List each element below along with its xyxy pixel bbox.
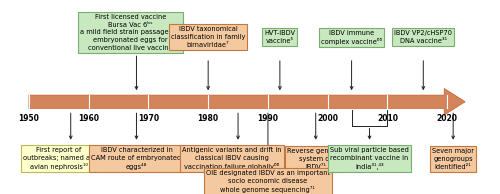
Text: Reverse genetics
system of
IBDV⁷¹: Reverse genetics system of IBDV⁷¹: [287, 148, 344, 170]
Text: Antigenic variants and drift in
classical IBDV causing
vaccination failure globa: Antigenic variants and drift in classica…: [182, 147, 282, 170]
Text: OIE designated IBDV as an important
socio economic disease
whole genome sequenci: OIE designated IBDV as an important soci…: [206, 170, 330, 193]
Text: Sub viral particle based
recombinant vaccine in
india³¹,⁴³: Sub viral particle based recombinant vac…: [330, 147, 409, 170]
Text: 1950: 1950: [18, 114, 40, 123]
Text: IBDV taxonomical
classification in family
birnaviridae⁷: IBDV taxonomical classification in famil…: [171, 26, 246, 48]
FancyArrow shape: [29, 88, 465, 115]
Text: IBDV characterized in
CAM route of embryonated
eggs⁴⁸: IBDV characterized in CAM route of embry…: [92, 147, 182, 170]
Text: Seven major
genogroups
identified²¹: Seven major genogroups identified²¹: [432, 148, 474, 170]
Text: 1980: 1980: [198, 114, 218, 123]
Text: IBDV VP2/cHSP70
DNA vaccine³¹: IBDV VP2/cHSP70 DNA vaccine³¹: [394, 30, 452, 44]
Text: 1990: 1990: [258, 114, 278, 123]
Text: 1960: 1960: [78, 114, 99, 123]
Text: IBDV immune
complex vaccine⁶⁶: IBDV immune complex vaccine⁶⁶: [321, 29, 382, 45]
Text: 2020: 2020: [436, 114, 458, 123]
Text: 1970: 1970: [138, 114, 159, 123]
Text: First report of
outbreaks; named as
avian nephrosis¹⁰: First report of outbreaks; named as avia…: [24, 147, 94, 170]
Text: 2010: 2010: [377, 114, 398, 123]
Text: 2000: 2000: [317, 114, 338, 123]
Text: First licensed vaccine
Bursa Vac 6ᵇˢ
a mild field strain passaged in
embryonated: First licensed vaccine Bursa Vac 6ᵇˢ a m…: [80, 14, 181, 51]
Text: HVT-IBDV
vaccine⁵: HVT-IBDV vaccine⁵: [264, 30, 296, 44]
